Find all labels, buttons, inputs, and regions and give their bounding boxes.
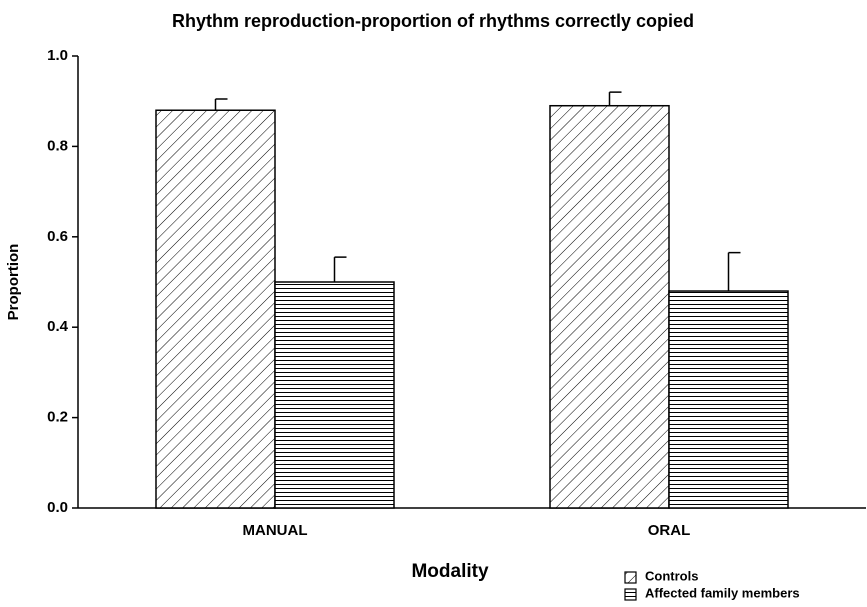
x-axis-label: Modality xyxy=(411,561,488,582)
bar xyxy=(668,290,789,509)
chart-title: Rhythm reproduction-proportion of rhythm… xyxy=(172,11,694,31)
y-axis-label: Proportion xyxy=(5,244,22,321)
legend-swatch xyxy=(624,588,637,601)
y-tick-label: 1.0 xyxy=(47,47,68,64)
y-tick-label: 0.0 xyxy=(47,499,68,516)
bar xyxy=(155,109,276,509)
bar xyxy=(549,104,670,509)
y-tick-label: 0.2 xyxy=(47,409,68,426)
x-tick-label: ORAL xyxy=(648,522,691,539)
error-bar xyxy=(214,98,228,111)
legend-swatch xyxy=(624,571,637,584)
x-tick-label: MANUAL xyxy=(243,522,308,539)
error-bar xyxy=(608,91,622,106)
y-tick-label: 0.6 xyxy=(47,228,68,245)
legend-label: Controls xyxy=(645,568,698,583)
bar xyxy=(274,281,395,509)
error-bar xyxy=(727,251,741,292)
y-tick-label: 0.4 xyxy=(47,318,69,335)
error-bar xyxy=(333,256,347,282)
legend-label: Affected family members xyxy=(645,585,800,600)
y-tick-label: 0.8 xyxy=(47,137,68,154)
